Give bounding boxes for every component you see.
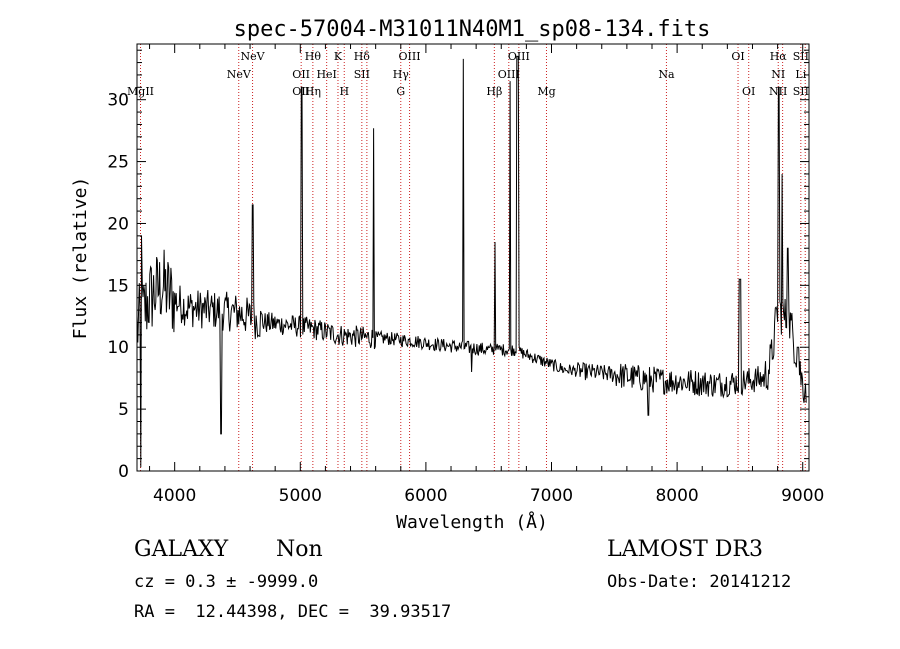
line-marker-label: K <box>334 50 343 63</box>
spectrum-line <box>136 55 807 468</box>
x-tick-label: 5000 <box>279 486 322 506</box>
axis-tick-labels: 4000 5000 6000 7000 8000 9000 0 5 10 15 20 25 30 <box>107 91 824 506</box>
object-subclass: Non <box>276 537 323 562</box>
x-tick-label: 6000 <box>404 486 447 506</box>
axis-ticks <box>137 44 809 472</box>
line-marker-label: OIII <box>508 50 530 63</box>
x-axis-label: Wavelength (Å) <box>396 511 548 533</box>
line-marker-label: NeV <box>227 68 252 81</box>
line-marker-label: Na <box>658 68 675 81</box>
line-marker-label: Hθ <box>305 50 322 63</box>
y-tick-label: 20 <box>107 214 129 234</box>
redshift-line: cz = 0.3 ± -9999.0 <box>134 572 319 592</box>
line-marker-label: SII <box>793 85 809 98</box>
line-marker-label: Hα <box>770 50 788 63</box>
line-marker-label: Mg <box>537 85 555 98</box>
line-marker-label: OI <box>742 85 755 98</box>
line-marker-label: H <box>339 85 349 98</box>
y-tick-label: 0 <box>118 462 129 482</box>
line-marker-label: NeV <box>241 50 266 63</box>
x-tick-label: 8000 <box>655 486 698 506</box>
line-marker-label: OI <box>731 50 744 63</box>
line-marker-label: Li <box>795 68 806 81</box>
survey-name: LAMOST DR3 <box>607 537 763 562</box>
x-tick-label: 9000 <box>781 486 824 506</box>
line-marker-label: OIII <box>498 68 520 81</box>
plot-frame <box>136 43 810 472</box>
object-class: GALAXY <box>134 537 229 562</box>
chart-title: spec-57004-M31011N40M1_sp08-134.fits <box>234 17 711 42</box>
line-marker-label: SII <box>354 68 370 81</box>
line-marker-label: SII <box>793 50 809 63</box>
line-marker-label: Hη <box>305 85 321 98</box>
line-marker-label: Hβ <box>486 85 502 98</box>
y-tick-label: 10 <box>107 338 129 358</box>
line-marker-label: NI <box>771 68 785 81</box>
line-marker-label: G <box>396 85 405 98</box>
x-tick-label: 7000 <box>530 486 573 506</box>
line-marker-label: MgII <box>127 85 154 98</box>
line-marker-label: OIII <box>399 50 421 63</box>
line-marker-label: OII <box>292 68 310 81</box>
y-tick-label: 15 <box>107 276 129 296</box>
y-tick-label: 30 <box>107 91 129 111</box>
line-marker-label: Hγ <box>393 68 410 81</box>
coordinates: RA = 12.44398, DEC = 39.93517 <box>134 602 452 622</box>
x-tick-label: 4000 <box>153 486 196 506</box>
y-tick-label: 5 <box>118 400 129 420</box>
line-marker-label: HeI <box>316 68 336 81</box>
line-marker-label: Hδ <box>354 50 371 63</box>
y-axis-label: Flux (relative) <box>70 177 91 340</box>
y-tick-label: 25 <box>107 153 129 173</box>
line-markers <box>140 44 806 471</box>
obs-date: Obs-Date: 20141212 <box>607 572 792 592</box>
